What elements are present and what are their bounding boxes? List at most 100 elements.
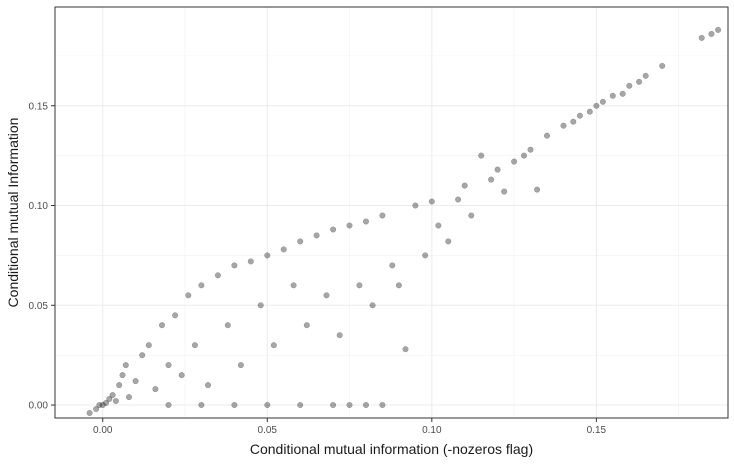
data-point xyxy=(297,238,304,245)
data-point xyxy=(214,272,221,279)
data-point xyxy=(257,302,264,309)
data-point xyxy=(609,92,616,99)
data-point xyxy=(389,262,396,269)
panel-border xyxy=(54,6,729,419)
data-point xyxy=(96,401,103,409)
data-point xyxy=(586,108,593,115)
x-tick-label: 0.10 xyxy=(422,425,442,436)
data-point xyxy=(264,401,271,409)
data-point xyxy=(224,322,231,329)
data-point xyxy=(527,146,534,153)
x-tick-label: 0.00 xyxy=(93,425,113,436)
data-point xyxy=(428,198,435,205)
data-point xyxy=(534,186,541,193)
data-point xyxy=(636,78,643,85)
data-point xyxy=(119,372,126,379)
data-point xyxy=(297,401,304,409)
data-point xyxy=(619,90,626,97)
data-point xyxy=(362,401,370,409)
major-gridlines xyxy=(55,7,728,418)
data-point xyxy=(346,222,353,229)
y-tick-label: 0.00 xyxy=(29,401,49,412)
data-point xyxy=(560,122,567,129)
data-point xyxy=(125,394,133,401)
data-point xyxy=(659,62,666,69)
data-point xyxy=(270,342,277,349)
y-tick-label: 0.15 xyxy=(29,101,49,112)
data-point xyxy=(468,212,475,219)
data-point xyxy=(362,218,370,225)
data-point xyxy=(422,252,429,259)
data-point xyxy=(102,399,110,407)
data-point xyxy=(511,158,518,165)
data-point xyxy=(122,362,129,369)
data-point xyxy=(494,166,501,173)
data-point xyxy=(185,292,192,299)
data-point xyxy=(593,102,600,109)
data-point xyxy=(303,322,310,329)
minor-gridlines xyxy=(55,7,728,418)
data-point xyxy=(455,196,462,203)
panel-background xyxy=(55,7,728,418)
data-point xyxy=(445,238,452,245)
data-point xyxy=(152,386,159,393)
data-point xyxy=(86,409,93,417)
y-axis-title: Conditional mutual Information xyxy=(5,118,21,308)
data-point xyxy=(698,34,705,41)
data-point xyxy=(191,342,198,349)
data-point xyxy=(626,82,633,89)
data-points xyxy=(86,26,722,417)
data-point xyxy=(412,202,419,209)
data-point xyxy=(313,232,320,239)
data-point xyxy=(247,258,254,265)
data-point xyxy=(165,362,172,369)
data-point xyxy=(599,98,606,105)
data-point xyxy=(198,282,205,289)
data-point xyxy=(93,405,100,413)
y-tick-label: 0.10 xyxy=(29,201,49,212)
data-point xyxy=(290,282,297,289)
y-axis-ticks: 0.00 0.05 0.10 0.15 xyxy=(29,101,55,412)
data-point xyxy=(379,212,386,219)
data-point xyxy=(112,397,119,405)
data-point xyxy=(570,118,577,125)
data-point xyxy=(204,382,212,389)
data-point xyxy=(520,152,528,159)
data-point xyxy=(708,30,715,37)
data-point xyxy=(158,322,166,329)
data-point xyxy=(99,401,106,409)
data-point xyxy=(369,302,376,309)
data-point xyxy=(323,292,330,299)
data-point xyxy=(109,392,116,399)
data-point xyxy=(642,72,649,79)
data-point xyxy=(139,352,146,359)
data-point xyxy=(237,362,244,369)
x-axis-ticks: 0.00 0.05 0.10 0.15 xyxy=(93,418,607,436)
data-point xyxy=(543,132,551,139)
data-point xyxy=(356,282,363,289)
data-point xyxy=(395,282,402,289)
data-point xyxy=(198,401,205,409)
data-point xyxy=(478,152,485,159)
data-point xyxy=(715,26,722,33)
data-point xyxy=(576,112,583,119)
y-tick-label: 0.05 xyxy=(29,301,49,312)
data-point xyxy=(264,252,271,259)
x-tick-label: 0.15 xyxy=(587,425,607,436)
data-point xyxy=(145,342,152,349)
data-point xyxy=(461,182,468,189)
data-point xyxy=(501,188,508,195)
data-point xyxy=(231,262,238,269)
data-point xyxy=(435,222,442,229)
data-point xyxy=(336,332,343,339)
data-point xyxy=(330,226,337,233)
data-point xyxy=(172,312,179,319)
data-point xyxy=(488,176,495,183)
data-point xyxy=(165,401,172,409)
data-point xyxy=(402,346,409,353)
x-tick-label: 0.05 xyxy=(258,425,278,436)
data-point xyxy=(132,378,139,385)
data-point xyxy=(330,401,337,409)
x-axis-title: Conditional mutual information (-nozeros… xyxy=(250,441,533,457)
